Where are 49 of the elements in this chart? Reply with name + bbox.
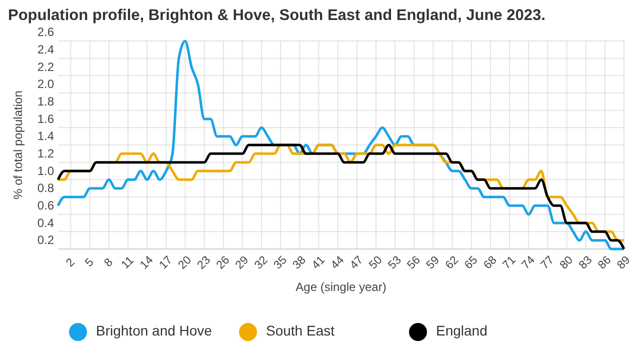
y-tick-label: 1.0 — [37, 164, 54, 178]
x-tick-label: 65 — [462, 254, 480, 272]
x-tick-label: 86 — [596, 254, 614, 272]
x-tick-label: 68 — [482, 254, 500, 272]
x-tick-label: 41 — [310, 254, 328, 272]
x-tick-label: 71 — [500, 254, 518, 272]
x-tick-label: 56 — [405, 254, 423, 272]
x-tick-label: 2 — [64, 256, 78, 270]
x-tick-label: 35 — [272, 254, 290, 272]
x-tick-label: 80 — [558, 254, 576, 272]
legend-label: South East — [266, 322, 335, 339]
y-tick-label: 0.4 — [37, 216, 54, 230]
legend-label: Brighton and Hove — [96, 322, 212, 339]
x-tick-label: 29 — [234, 254, 252, 272]
x-tick-label: 23 — [196, 254, 214, 272]
x-tick-label: 5 — [83, 256, 96, 270]
x-tick-label: 32 — [252, 254, 270, 272]
x-tick-label: 44 — [329, 254, 348, 272]
x-tick-label: 14 — [138, 254, 156, 272]
y-tick-label: 0.6 — [37, 198, 54, 213]
x-axis-title: Age (single year) — [296, 280, 386, 294]
x-tick-label: 62 — [444, 254, 462, 272]
x-tick-label: 74 — [520, 254, 538, 272]
y-tick-label: 1.4 — [37, 129, 54, 144]
x-tick-label: 89 — [615, 254, 633, 272]
x-tick-label: 77 — [538, 254, 556, 272]
y-tick-label: 2.4 — [37, 42, 54, 57]
y-tick-label: 0.8 — [37, 181, 54, 196]
chart-title: Population profile, Brighton & Hove, South East and England, June 2023. — [8, 7, 546, 24]
y-tick-label: 1.2 — [37, 146, 54, 161]
y-tick-label: 1.6 — [37, 112, 54, 126]
x-tick-label: 11 — [120, 254, 136, 272]
y-tick-label: 1.8 — [37, 94, 54, 109]
x-tick-label: 50 — [367, 254, 385, 272]
x-tick-label: 47 — [348, 254, 366, 272]
x-tick-label: 38 — [290, 254, 308, 272]
legend-label: England — [436, 322, 488, 339]
x-tick-label: 53 — [386, 254, 404, 272]
y-tick-label: 2.6 — [37, 25, 54, 40]
x-tick-label: 20 — [176, 254, 194, 272]
y-tick-label: 0.2 — [37, 233, 54, 248]
x-tick-label: 8 — [102, 256, 116, 270]
y-tick-label: 2.2 — [37, 60, 54, 74]
x-tick-label: 17 — [157, 254, 175, 272]
y-axis-title: % of total population — [11, 90, 25, 200]
y-tick-label: 2.0 — [37, 77, 54, 92]
x-tick-label: 26 — [214, 254, 232, 272]
x-tick-label: 59 — [424, 254, 442, 272]
x-tick-label: 83 — [577, 254, 595, 272]
